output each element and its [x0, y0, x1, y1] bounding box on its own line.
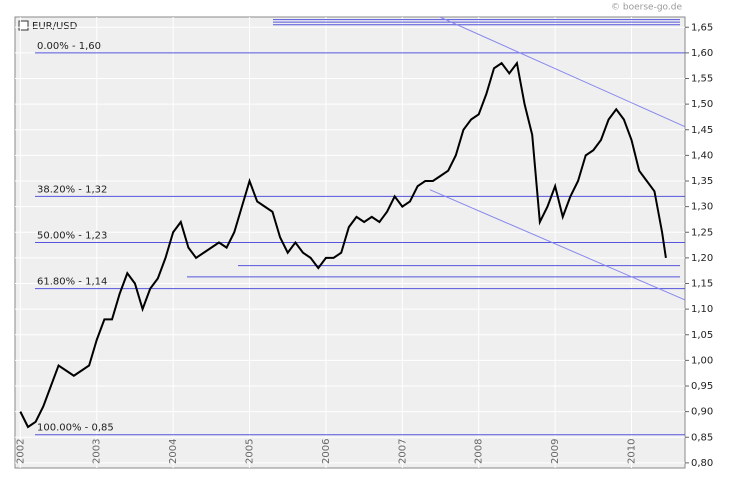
y-tick-label: 1,45 [691, 125, 713, 136]
y-tick-label: 0,90 [691, 407, 713, 418]
price-line [19, 60, 667, 429]
x-tick-label: 2004 [168, 439, 179, 464]
y-tick-label: 1,60 [691, 48, 713, 59]
x-tick-label: 2003 [92, 439, 103, 464]
y-tick-label: 1,25 [691, 227, 713, 238]
fib-label: 100.00% - 0,85 [37, 423, 114, 434]
legend-label: EUR/USD [32, 21, 78, 32]
y-tick-label: 1,30 [691, 202, 713, 213]
trendline [429, 189, 686, 301]
x-tick-label: 2008 [474, 439, 485, 464]
y-tick-label: 1,05 [691, 330, 713, 341]
x-tick-label: 2005 [245, 439, 256, 464]
y-tick-label: 1,50 [691, 99, 713, 110]
legend-swatch [18, 20, 29, 31]
watermark: © boerse-go.de [611, 3, 682, 13]
x-tick-label: 2010 [627, 439, 638, 464]
y-tick-label: 1,35 [691, 176, 713, 187]
fib-label: 0.00% - 1,60 [37, 41, 101, 52]
x-tick-label: 2009 [550, 439, 561, 464]
y-tick-label: 0,95 [691, 381, 713, 392]
y-tick-label: 1,10 [691, 304, 713, 315]
y-tick-label: 1,65 [691, 22, 713, 33]
fib-label: 61.80% - 1,14 [37, 277, 107, 288]
y-tick-label: 1,15 [691, 279, 713, 290]
y-tick-label: 0,80 [691, 458, 713, 469]
fib-label: 50.00% - 1,23 [37, 231, 107, 242]
y-tick-label: 0,85 [691, 432, 713, 443]
y-tick-label: 1,55 [691, 74, 713, 85]
trendline [439, 16, 686, 128]
y-tick-label: 1,40 [691, 150, 713, 161]
x-tick-label: 2006 [321, 439, 332, 464]
x-tick-label: 2002 [15, 439, 26, 464]
fib-label: 38.20% - 1,32 [37, 184, 107, 195]
y-tick-label: 1,00 [691, 355, 713, 366]
x-tick-label: 2007 [397, 439, 408, 464]
y-tick-label: 1,20 [691, 253, 713, 264]
